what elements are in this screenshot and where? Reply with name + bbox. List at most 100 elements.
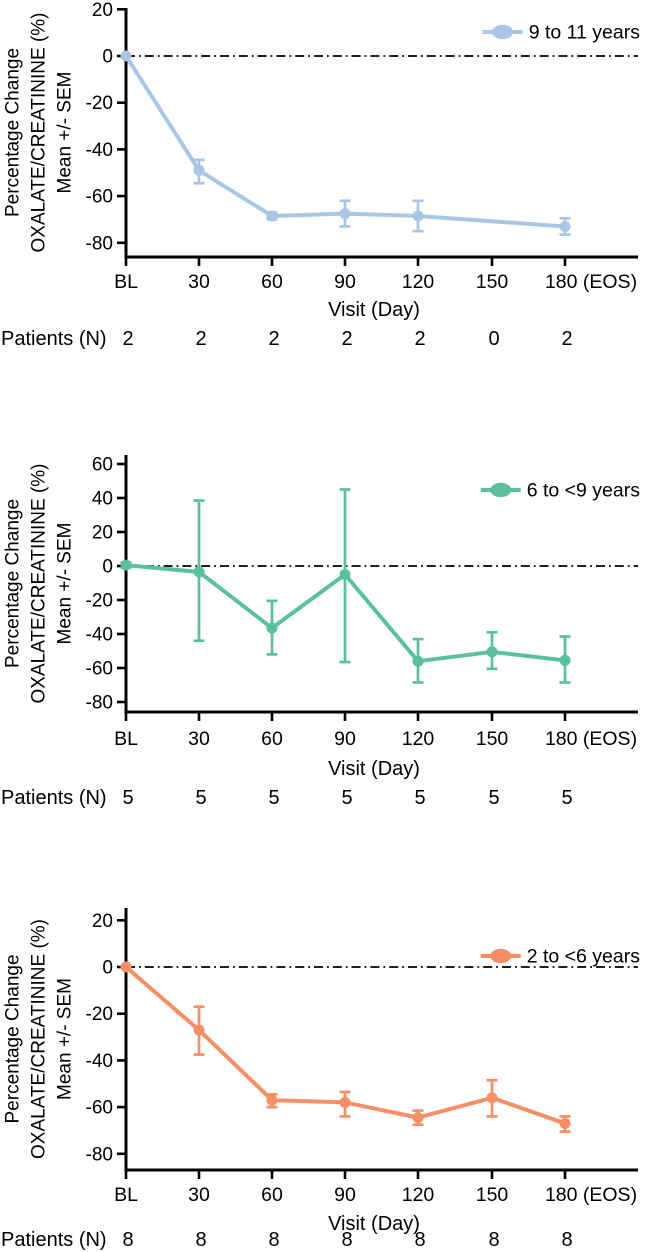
data-point-marker — [559, 1117, 571, 1129]
data-point-marker — [193, 1024, 205, 1036]
x-axis-title: Visit (Day) — [328, 758, 420, 780]
x-tick-label: 60 — [261, 271, 283, 293]
data-point-marker — [339, 1096, 351, 1108]
data-point-marker — [486, 1092, 498, 1104]
y-tick-label: 20 — [92, 523, 113, 544]
y-tick-label: 0 — [102, 557, 113, 578]
x-tick-label: 90 — [334, 1184, 356, 1206]
legend-label: 9 to 11 years — [529, 22, 641, 44]
data-point-marker — [559, 220, 571, 232]
patients-count: 5 — [488, 787, 499, 809]
y-tick-label: -60 — [86, 659, 113, 680]
patients-count: 5 — [341, 787, 352, 809]
y-axis-title-line: Mean +/- SEM — [55, 72, 76, 194]
x-tick-label: 120 — [402, 1184, 435, 1206]
y-tick-label: -80 — [86, 1144, 113, 1165]
patients-count: 8 — [488, 1229, 499, 1251]
data-point-marker — [339, 569, 351, 580]
data-point-marker — [266, 1094, 278, 1106]
data-point-marker — [559, 654, 571, 666]
patients-count: 2 — [414, 328, 425, 350]
y-tick-label: 40 — [92, 489, 113, 510]
patients-count: 8 — [414, 1229, 425, 1251]
patients-count: 8 — [268, 1229, 279, 1251]
x-tick-label: 180 (EOS) — [545, 271, 637, 293]
x-tick-label: 180 (EOS) — [545, 728, 637, 750]
data-point-marker — [266, 622, 278, 634]
chart-block-age-6-to-9: 60 40 20 0 -20 -40 -60 -80 BL 30 60 90 120 150 180 (EO… — [0, 440, 646, 812]
x-tick-label: 120 — [402, 271, 435, 293]
y-tick-label: -20 — [86, 591, 113, 612]
patients-count: 2 — [341, 328, 352, 350]
y-axis-title-line: Percentage Change — [3, 499, 24, 668]
legend-marker — [490, 482, 512, 498]
patients-count: 8 — [561, 1229, 572, 1251]
y-axis-title-line: OXALATE/CREATININE (%) — [29, 919, 50, 1159]
patients-row-label: Patients (N) — [1, 787, 107, 809]
y-tick-label: -20 — [86, 1004, 113, 1025]
y-tick-label: -80 — [86, 233, 113, 254]
data-point-marker — [120, 559, 132, 571]
chart-block-age-9-to-11: 20 0 -20 -40 -60 -80 BL 30 60 90 120 150 180 (EOS) Vi… — [0, 0, 646, 352]
data-point-marker — [412, 1112, 424, 1124]
y-tick-label: -60 — [86, 187, 113, 208]
data-point-marker — [412, 655, 424, 667]
x-tick-label: 150 — [476, 271, 509, 293]
y-tick-label: 20 — [92, 911, 113, 932]
patients-count: 0 — [488, 328, 499, 350]
data-point-marker — [120, 50, 132, 62]
x-axis-title: Visit (Day) — [328, 299, 420, 321]
y-axis-title-line: Mean +/- SEM — [55, 978, 76, 1100]
y-tick-label: -80 — [86, 693, 113, 714]
x-tick-label: 60 — [261, 1184, 283, 1206]
data-point-marker — [339, 208, 351, 220]
y-axis-title-line: OXALATE/CREATININE (%) — [29, 13, 50, 253]
x-tick-label: 150 — [476, 1184, 509, 1206]
patients-count: 5 — [195, 787, 206, 809]
data-point-marker — [486, 646, 498, 658]
patients-count: 5 — [268, 787, 279, 809]
x-tick-label: 120 — [402, 728, 435, 750]
patients-count: 8 — [195, 1229, 206, 1251]
y-axis-title-line: OXALATE/CREATININE (%) — [29, 464, 50, 704]
patients-count: 2 — [268, 328, 279, 350]
x-tick-label: 90 — [334, 728, 356, 750]
legend-marker — [492, 24, 514, 40]
x-tick-label: 60 — [261, 728, 283, 750]
y-tick-label: 60 — [92, 455, 113, 476]
data-point-marker — [193, 566, 205, 578]
patients-count: 5 — [122, 787, 133, 809]
y-tick-label: 0 — [102, 958, 113, 979]
patients-count: 5 — [561, 787, 572, 809]
x-tick-label: 30 — [188, 271, 210, 293]
x-axis-title: Visit (Day) — [328, 1213, 420, 1235]
patients-row-label: Patients (N) — [1, 328, 107, 350]
y-axis-title-line: Percentage Change — [3, 48, 24, 217]
y-tick-label: 0 — [102, 47, 113, 68]
patients-count: 8 — [341, 1229, 352, 1251]
y-tick-label: -40 — [86, 625, 113, 646]
x-tick-label: 30 — [188, 1184, 210, 1206]
legend-marker — [490, 948, 512, 964]
legend-label: 6 to <9 years — [527, 480, 641, 502]
y-axis-title-line: Mean +/- SEM — [55, 523, 76, 645]
patients-count: 2 — [561, 328, 572, 350]
patients-count: 2 — [195, 328, 206, 350]
y-tick-label: -40 — [86, 140, 113, 161]
patients-count: 2 — [122, 328, 133, 350]
data-point-marker — [120, 961, 132, 973]
series-line — [124, 54, 567, 229]
data-point-marker — [266, 210, 278, 222]
x-tick-label: 30 — [188, 728, 210, 750]
x-tick-label: 150 — [476, 728, 509, 750]
x-tick-label: BL — [114, 728, 138, 750]
x-tick-label: 90 — [334, 271, 356, 293]
y-tick-label: -40 — [86, 1051, 113, 1072]
data-point-marker — [193, 164, 205, 176]
y-axis-title-line: Percentage Change — [3, 954, 24, 1123]
y-tick-label: -20 — [86, 93, 113, 114]
